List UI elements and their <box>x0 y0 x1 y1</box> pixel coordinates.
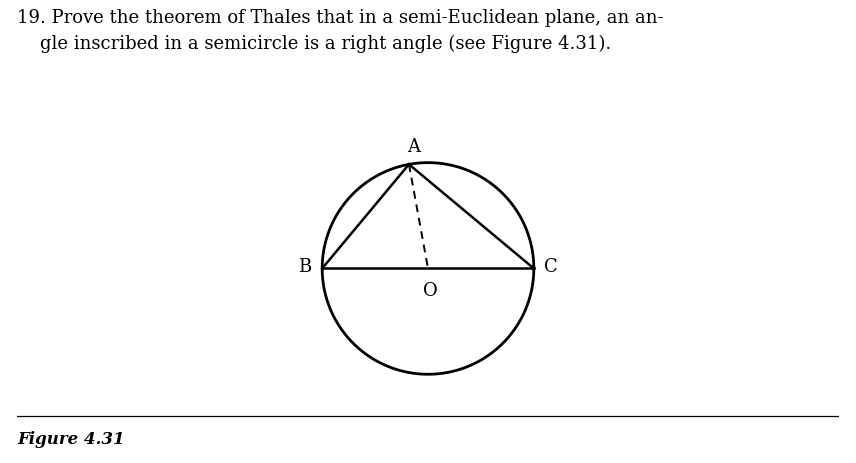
Text: B: B <box>299 258 312 276</box>
Text: Figure 4.31: Figure 4.31 <box>17 430 125 447</box>
Text: A: A <box>407 138 419 156</box>
Text: O: O <box>423 282 437 300</box>
Text: 19. Prove the theorem of Thales that in a semi-Euclidean plane, an an-
    gle i: 19. Prove the theorem of Thales that in … <box>17 9 663 52</box>
Text: C: C <box>544 258 558 276</box>
